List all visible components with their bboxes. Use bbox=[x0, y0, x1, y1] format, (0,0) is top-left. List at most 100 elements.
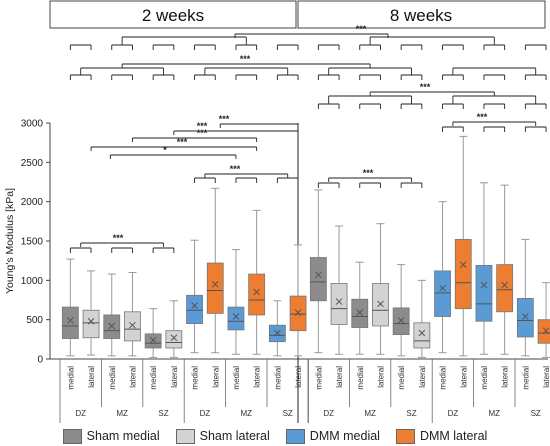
box-body bbox=[82, 309, 100, 339]
mean-marker-b bbox=[232, 313, 240, 320]
box-sham-lateral-dz-0 bbox=[82, 270, 100, 356]
box-body bbox=[103, 314, 121, 339]
box-sham-medial-sz-1 bbox=[392, 264, 410, 357]
box-sham-lateral-mz-1 bbox=[372, 223, 389, 355]
mean-marker-b bbox=[314, 271, 322, 279]
mean-marker-b bbox=[501, 281, 509, 289]
legend: Sham medial Sham lateral DMM medial DMM … bbox=[0, 426, 550, 446]
x-label-zone: DZ bbox=[75, 409, 86, 418]
mean-marker-b bbox=[108, 322, 116, 330]
panel-title-box-2-weeks bbox=[49, 0, 297, 29]
box-dmm-lateral-mz-1 bbox=[496, 184, 514, 355]
y-tick-label: 1500 bbox=[21, 237, 44, 248]
significance-brackets: ********************************** bbox=[69, 24, 547, 253]
box-sham-medial-dz-1 bbox=[309, 189, 327, 354]
x-label-medial: medial bbox=[273, 366, 282, 390]
x-label-medial: medial bbox=[149, 366, 158, 390]
mean-marker-b bbox=[87, 317, 95, 325]
mean-marker-b bbox=[191, 302, 198, 309]
box-dmm-lateral-dz-0 bbox=[206, 187, 224, 354]
significance-label: *** bbox=[356, 24, 367, 34]
box-body bbox=[309, 257, 327, 302]
legend-label-sham-lateral: Sham lateral bbox=[199, 429, 270, 443]
x-label-lateral: lateral bbox=[335, 366, 344, 388]
x-label-lateral: lateral bbox=[87, 366, 96, 388]
mean-marker-b bbox=[129, 321, 136, 329]
x-axis-labels: medial lateral medial lateral medial lateral m… bbox=[59, 359, 550, 425]
y-tick-label: 2500 bbox=[21, 158, 44, 169]
mean-marker-b bbox=[439, 284, 446, 292]
x-label-medial: medial bbox=[356, 366, 365, 390]
box-body bbox=[186, 294, 203, 324]
x-label-zone: SZ bbox=[531, 409, 541, 418]
significance-label: *** bbox=[420, 82, 431, 92]
panel-title-8-weeks: 8 weeks bbox=[390, 6, 452, 25]
significance-label: *** bbox=[240, 54, 251, 64]
panel-title-box-8-weeks bbox=[297, 0, 546, 29]
x-label-zone: SZ bbox=[283, 409, 293, 418]
box-body bbox=[144, 333, 162, 349]
significance-label: *** bbox=[197, 121, 208, 131]
x-label-medial: medial bbox=[191, 366, 200, 390]
y-axis-title: Young's Modulus [kPa] bbox=[4, 188, 16, 294]
x-label-lateral: lateral bbox=[170, 366, 179, 388]
box-body bbox=[227, 306, 245, 331]
legend-label-sham-medial: Sham medial bbox=[86, 429, 160, 443]
box-body bbox=[434, 270, 451, 317]
x-label-medial: medial bbox=[521, 366, 530, 390]
panel-title-2-weeks: 2 weeks bbox=[142, 6, 204, 25]
legend-item-dmm-lateral: DMM lateral bbox=[395, 428, 487, 444]
box-body bbox=[124, 311, 141, 342]
y-tick-label: 500 bbox=[26, 315, 43, 326]
x-label-lateral: lateral bbox=[418, 366, 427, 388]
legend-item-dmm-medial: DMM medial bbox=[285, 428, 380, 444]
x-label-zone: SZ bbox=[406, 409, 416, 418]
box-sham-medial-mz-0 bbox=[103, 273, 121, 357]
significance-label: *** bbox=[477, 112, 488, 122]
x-label-lateral: lateral bbox=[294, 366, 303, 388]
box-sham-lateral-dz-1 bbox=[330, 225, 348, 355]
box-body bbox=[289, 295, 307, 332]
mean-marker-b bbox=[170, 334, 178, 342]
x-label-zone: MZ bbox=[241, 409, 253, 418]
x-label-zone: DZ bbox=[448, 409, 459, 418]
x-label-lateral: lateral bbox=[253, 366, 262, 388]
mean-marker-b bbox=[335, 298, 343, 305]
box-dmm-medial-dz-1 bbox=[434, 201, 451, 354]
x-label-zone: SZ bbox=[158, 409, 168, 418]
x-label-group: Sham bbox=[360, 424, 381, 425]
box-dmm-medial-mz-0 bbox=[227, 249, 245, 355]
box-body bbox=[413, 322, 431, 349]
significance-label: *** bbox=[177, 137, 188, 147]
x-label-lateral: lateral bbox=[376, 366, 385, 388]
x-label-medial: medial bbox=[314, 366, 323, 390]
legend-swatch-dmm-medial bbox=[285, 428, 305, 444]
box-sham-medial-dz-0 bbox=[61, 258, 79, 357]
x-label-zone: MZ bbox=[364, 409, 376, 418]
box-dmm-medial-dz-0 bbox=[186, 239, 203, 354]
mean-marker-b bbox=[211, 280, 219, 288]
box-sham-lateral-sz-0 bbox=[165, 300, 183, 358]
box-body bbox=[496, 264, 514, 313]
mean-marker-b bbox=[521, 313, 529, 320]
x-label-lateral: lateral bbox=[542, 366, 550, 388]
x-label-medial: medial bbox=[439, 366, 448, 390]
x-label-lateral: lateral bbox=[459, 366, 468, 388]
mean-marker-b bbox=[273, 329, 281, 337]
x-label-lateral: lateral bbox=[501, 366, 510, 388]
mean-marker-b bbox=[253, 288, 261, 296]
box-body bbox=[330, 283, 348, 325]
x-label-zone: MZ bbox=[116, 409, 128, 418]
box-dmm-lateral-sz-1 bbox=[537, 282, 550, 358]
significance-label: *** bbox=[113, 233, 124, 243]
legend-swatch-sham-lateral bbox=[175, 428, 195, 444]
box-plot-chart: 2 weeks 8 weeks ************************… bbox=[4, 0, 550, 425]
box-dmm-lateral-sz-0 bbox=[289, 244, 307, 357]
x-label-medial: medial bbox=[108, 366, 117, 390]
significance-label: * bbox=[163, 145, 167, 155]
significance-label: *** bbox=[219, 114, 230, 124]
box-sham-medial-mz-1 bbox=[351, 261, 369, 355]
box-dmm-lateral-dz-1 bbox=[454, 135, 472, 357]
x-label-group: DMM bbox=[485, 424, 504, 425]
significance-label: *** bbox=[230, 164, 241, 174]
